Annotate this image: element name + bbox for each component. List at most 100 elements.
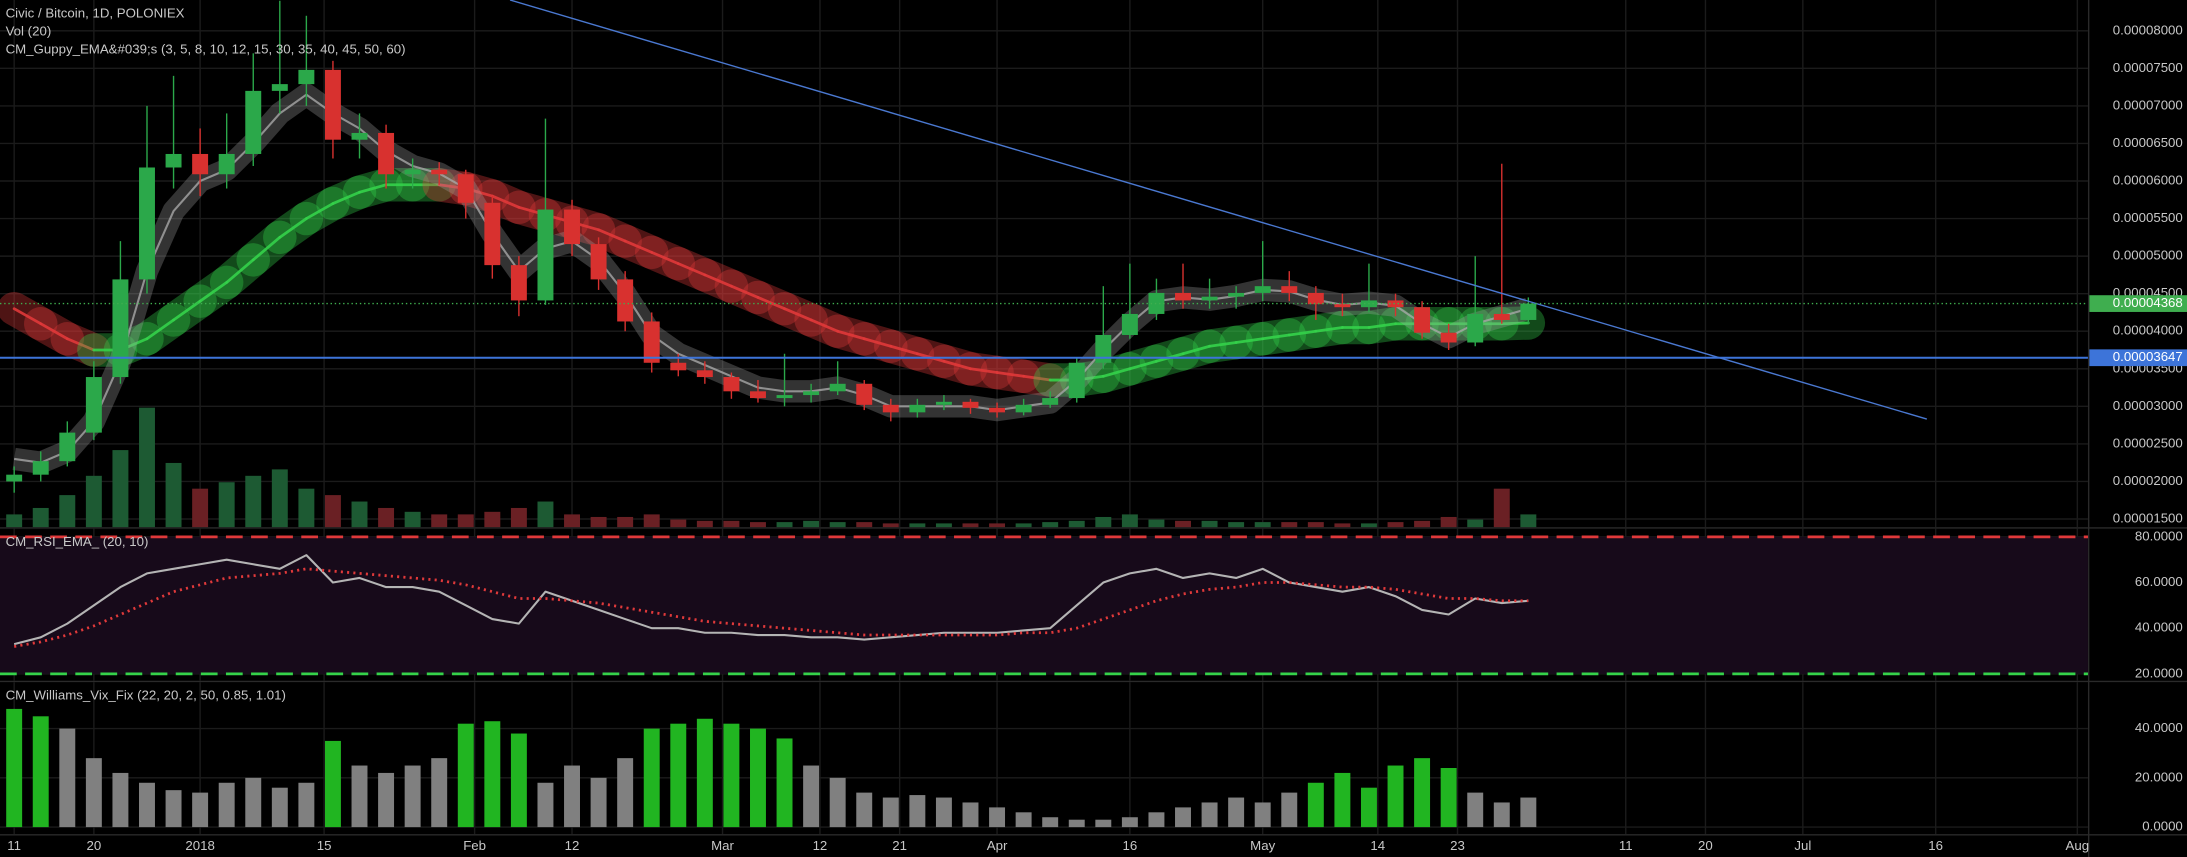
candle-body bbox=[803, 391, 820, 396]
y-tick-label: 0.00007000 bbox=[2113, 97, 2183, 112]
vix-bar bbox=[776, 738, 793, 828]
candle-body bbox=[882, 404, 899, 413]
volume-bar bbox=[909, 523, 926, 528]
volume-bar bbox=[378, 507, 395, 528]
volume-bar bbox=[139, 407, 155, 528]
vix-bar bbox=[484, 721, 501, 828]
candle-body bbox=[670, 362, 687, 371]
guppy-long-line bbox=[490, 194, 521, 209]
y-tick-label: 0.00006000 bbox=[2113, 173, 2183, 188]
last-price-label: 0.00004368 bbox=[2113, 295, 2183, 310]
x-tick-label: 12 bbox=[565, 838, 580, 853]
volume-bar bbox=[457, 514, 474, 528]
candle-body bbox=[1121, 313, 1138, 335]
vix-bar bbox=[856, 792, 873, 828]
vix-bar bbox=[617, 758, 634, 828]
volume-bar bbox=[510, 507, 527, 528]
candle-body bbox=[457, 174, 474, 203]
candle-body bbox=[1201, 296, 1218, 301]
vix-bar bbox=[324, 740, 341, 828]
guppy-long-line bbox=[889, 344, 919, 356]
guppy-long-line bbox=[809, 318, 840, 333]
guppy-long-line bbox=[676, 262, 707, 277]
vix-bar bbox=[723, 723, 740, 828]
candle-body bbox=[1440, 332, 1457, 343]
candle-body bbox=[723, 377, 740, 392]
y-tick-label: 0.00003000 bbox=[2113, 398, 2183, 413]
candle-body bbox=[750, 391, 766, 399]
guppy-long-line bbox=[39, 322, 69, 341]
y-tick-label: 0.00007500 bbox=[2113, 60, 2183, 75]
vix-bar bbox=[1360, 787, 1377, 828]
guppy-long-line bbox=[331, 190, 361, 205]
volume-bar bbox=[1307, 522, 1324, 528]
candle-body bbox=[245, 90, 262, 154]
volume-bar bbox=[1228, 522, 1245, 528]
x-tick-label: 14 bbox=[1370, 838, 1385, 853]
pane bbox=[0, 0, 2088, 528]
vix-bar bbox=[935, 797, 952, 828]
vix-bar bbox=[192, 792, 209, 828]
volume-bar bbox=[245, 475, 262, 528]
vix-bar bbox=[537, 782, 554, 828]
candle-body bbox=[484, 202, 501, 266]
y-tick-label: 0.0000 bbox=[2142, 819, 2183, 834]
guppy-long-line bbox=[1367, 322, 1397, 329]
pane-title: CM_RSI_EMA_ (20, 10) bbox=[6, 534, 149, 549]
vix-bar bbox=[696, 718, 713, 828]
rsi-ema-line bbox=[13, 567, 1529, 648]
rsi-line bbox=[13, 554, 1529, 646]
candle-body bbox=[1148, 292, 1165, 314]
last-price-box bbox=[2089, 295, 2187, 312]
volume-bar bbox=[32, 507, 49, 528]
volume-bar bbox=[1493, 488, 1510, 528]
guppy-long-line bbox=[1022, 374, 1052, 382]
guppy-long-line bbox=[172, 299, 202, 322]
guppy-long-line bbox=[836, 329, 866, 341]
volume-bar bbox=[1068, 520, 1085, 528]
candle-body bbox=[1493, 313, 1510, 320]
guppy-long-line bbox=[969, 367, 999, 374]
guppy-long-line bbox=[1500, 321, 1530, 326]
candle-body bbox=[776, 395, 793, 399]
candle-body bbox=[643, 321, 660, 363]
vix-bar bbox=[750, 728, 766, 828]
volume-bar bbox=[1387, 522, 1404, 528]
vix-bar bbox=[6, 708, 23, 828]
candle-body bbox=[139, 167, 155, 280]
pane-title: CM_Williams_Vix_Fix (22, 20, 2, 50, 0.85… bbox=[6, 688, 286, 703]
volume-bar bbox=[59, 495, 76, 528]
volume-bar bbox=[165, 462, 182, 528]
volume-bar bbox=[989, 523, 1006, 528]
candle-body bbox=[59, 432, 76, 462]
pane bbox=[0, 528, 2088, 681]
y-tick-label: 60.0000 bbox=[2135, 574, 2183, 589]
vix-bar bbox=[1520, 797, 1537, 828]
volume-bar bbox=[935, 523, 952, 528]
candle-body bbox=[1281, 286, 1298, 293]
vix-bar bbox=[457, 723, 474, 828]
volume-bar bbox=[617, 516, 634, 528]
vix-bar bbox=[165, 790, 182, 828]
x-tick-label: Mar bbox=[711, 838, 734, 853]
vix-bar bbox=[1121, 817, 1138, 828]
candle-body bbox=[1068, 362, 1085, 399]
y-tick-label: 0.00006500 bbox=[2113, 135, 2183, 150]
vix-bar bbox=[803, 765, 820, 828]
y-tick-label: 40.0000 bbox=[2135, 720, 2183, 735]
guppy-short-line bbox=[14, 93, 1529, 464]
trendline bbox=[509, 0, 1928, 420]
vix-bar bbox=[1387, 765, 1404, 828]
volume-bar bbox=[218, 482, 235, 528]
vix-bar bbox=[139, 782, 155, 828]
candle-body bbox=[1414, 307, 1431, 333]
volume-bar bbox=[1520, 514, 1537, 528]
candle-body bbox=[271, 84, 288, 91]
guppy-long-line bbox=[358, 183, 388, 194]
candle-body bbox=[1042, 398, 1059, 405]
candle-body bbox=[1015, 404, 1032, 413]
volume-bar bbox=[351, 501, 368, 528]
vix-bar bbox=[32, 716, 49, 828]
vix-bar bbox=[1440, 768, 1457, 828]
guppy-long-line bbox=[1208, 341, 1238, 348]
